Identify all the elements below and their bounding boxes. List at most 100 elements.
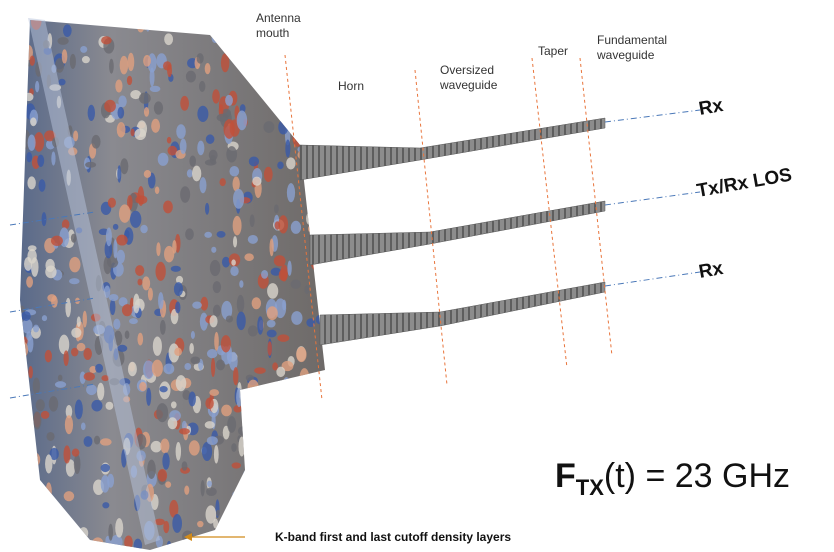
texture-blob [286,427,297,441]
texture-blob [128,362,137,377]
texture-blob [102,502,109,508]
texture-blob [150,68,155,87]
texture-blob [91,135,100,149]
texture-blob [156,403,168,422]
texture-blob [244,253,254,261]
texture-blob [189,156,196,167]
texture-blob [94,436,100,445]
texture-blob [300,88,307,94]
texture-blob [128,53,135,71]
texture-blob [144,170,151,178]
texture-blob [205,203,209,215]
texture-blob [265,400,270,420]
texture-blob [209,389,219,396]
texture-blob [197,141,204,156]
texture-blob [284,412,291,429]
texture-blob [205,63,211,74]
texture-blob [231,443,236,452]
texture-blob [319,509,331,521]
texture-blob [303,38,313,51]
texture-blob [230,266,238,276]
texture-blob [233,216,242,236]
texture-blob [33,325,39,333]
texture-blob [264,476,269,493]
texture-blob [217,231,226,238]
texture-blob [287,183,295,202]
texture-blob [300,11,310,28]
texture-blob [180,186,190,203]
texture-blob [30,56,35,66]
texture-blob [286,157,295,169]
caption: K-band first and last cutoff density lay… [275,530,511,544]
texture-blob [232,462,241,468]
texture-blob [246,411,258,429]
texture-blob [37,155,44,167]
texture-blob [264,167,273,182]
texture-blob [59,335,69,355]
texture-blob [156,242,160,256]
texture-blob [71,328,81,338]
texture-blob [72,449,80,457]
texture-blob [200,297,208,311]
texture-blob [140,225,147,234]
texture-blob [239,280,243,288]
texture-blob [174,348,182,356]
texture-blob [163,363,174,374]
texture-blob [100,438,112,445]
texture-blob [23,487,32,494]
texture-blob [155,262,165,281]
texture-blob [33,378,40,395]
frequency: FTX(t) = 23 GHz [555,457,790,500]
texture-blob [216,510,220,516]
texture-blob [63,445,70,463]
texture-blob [106,228,112,247]
plasma-wall [16,11,336,552]
texture-blob [204,232,212,238]
frequency-symbol: F [555,457,576,495]
texture-blob [227,416,236,433]
texture-blob [271,41,279,55]
texture-blob [298,468,308,479]
texture-blob [250,71,257,82]
texture-blob [79,527,88,539]
texture-blob [272,494,276,511]
texture-blob [197,521,203,527]
frequency-rest: (t) = 23 GHz [604,457,790,495]
section-label: Oversized [440,63,494,77]
texture-blob [292,129,302,146]
texture-blob [291,221,301,234]
texture-blob [133,294,140,314]
texture-blob [248,325,258,336]
texture-blob [312,492,322,505]
texture-blob [291,38,300,49]
texture-blob [119,204,131,223]
texture-blob [249,398,257,413]
texture-blob [182,461,188,471]
texture-blob [213,281,221,293]
texture-blob [35,496,45,515]
texture-blob [277,487,288,498]
texture-blob [256,521,261,530]
texture-blob [266,537,275,551]
texture-blob [288,86,296,104]
texture-blob [199,177,206,193]
texture-blob [322,440,327,460]
texture-blob [187,169,193,177]
texture-blob [127,76,132,85]
texture-blob [252,177,261,186]
texture-blob [262,67,273,84]
texture-blob [63,350,68,366]
texture-blob [158,469,168,482]
texture-blob [254,367,266,374]
texture-blob [115,79,122,92]
texture-blob [295,461,302,470]
texture-blob [294,400,298,413]
texture-blob [284,66,292,78]
texture-blob [216,359,225,370]
beam-label: Tx/Rx LOS [695,165,793,202]
texture-blob [306,476,318,486]
texture-blob [130,211,141,228]
texture-blob [180,96,189,111]
texture-blob [122,304,132,316]
texture-blob [31,257,39,277]
